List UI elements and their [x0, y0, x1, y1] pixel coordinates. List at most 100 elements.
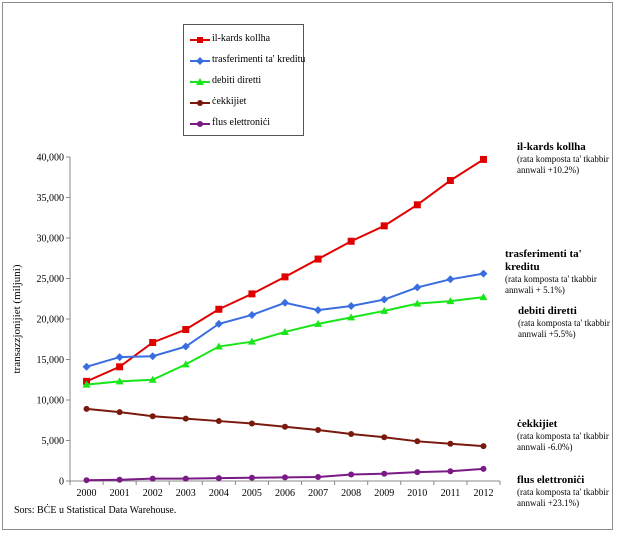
data-point [347, 302, 356, 311]
x-tick-label: 2002 [143, 488, 163, 499]
annotation-title: ċekkijiet [517, 418, 558, 430]
data-point [480, 465, 487, 472]
y-tick-label: 35,000 [37, 193, 65, 204]
annotation-title: il-kards kollha [517, 141, 586, 153]
y-tick-label: 10,000 [37, 396, 65, 407]
data-point [116, 363, 124, 371]
data-point [281, 273, 289, 281]
data-point [282, 474, 288, 481]
data-point [348, 431, 355, 438]
data-point [380, 222, 388, 230]
x-tick-label: 2003 [176, 488, 196, 499]
data-point [347, 313, 356, 321]
legend-item-cheques: ċekkijiet [190, 96, 304, 110]
data-point [479, 293, 488, 301]
data-point [380, 306, 389, 314]
x-tick-label: 2012 [473, 488, 493, 499]
legend-label: debiti diretti [212, 75, 262, 86]
data-point [281, 327, 289, 335]
data-point [116, 476, 123, 483]
data-point [82, 362, 91, 371]
y-tick-label: 40,000 [37, 153, 65, 164]
x-tick-label: 2011 [441, 488, 461, 499]
data-point [479, 155, 487, 163]
x-tick-label: 2000 [77, 488, 97, 499]
data-point [315, 426, 322, 433]
y-tick-label: 30,000 [37, 234, 65, 245]
y-tick-label: 0 [59, 477, 64, 488]
data-point [82, 380, 91, 388]
data-point [149, 338, 157, 346]
x-tick-label: 2008 [341, 488, 361, 499]
data-point [115, 353, 124, 362]
chart-frame [2, 2, 613, 530]
data-point [446, 176, 454, 184]
data-point [446, 275, 455, 284]
data-point [148, 375, 157, 383]
data-point [314, 255, 322, 263]
legend-label: il-kards kollha [212, 33, 271, 44]
data-point [380, 295, 389, 304]
data-point [381, 470, 388, 477]
data-point [248, 420, 255, 427]
data-point [381, 434, 388, 441]
y-tick-label: 25,000 [37, 274, 65, 285]
data-point [479, 269, 488, 278]
data-point [413, 201, 421, 209]
annotation-title: flus elettroniċi [517, 474, 585, 486]
data-point [348, 471, 355, 478]
source-note: Sors: BĊE u Statistical Data Warehouse. [14, 505, 177, 516]
annotation-desc: (rata komposta ta' tkabbir annwali +23.1… [517, 487, 609, 508]
data-point [148, 352, 157, 361]
legend-item-credit-transfers: trasferimenti ta' kreditu [190, 54, 306, 68]
annotation-title: trasferimenti ta' kreditu [505, 248, 582, 273]
data-point [480, 443, 487, 450]
data-point [282, 423, 288, 430]
x-tick-label: 2009 [374, 488, 394, 499]
data-point [347, 237, 355, 245]
x-tick-label: 2005 [242, 488, 262, 499]
y-tick-label: 5,000 [42, 436, 65, 447]
x-tick-label: 2001 [110, 488, 130, 499]
series-line-0 [86, 158, 484, 383]
data-point [83, 405, 90, 412]
data-point [182, 475, 189, 482]
legend-item-e-money: flus elettroniċi [190, 117, 304, 131]
y-tick-label: 15,000 [37, 355, 65, 366]
data-point [413, 283, 422, 292]
x-tick-label: 2004 [209, 488, 229, 499]
data-point [247, 337, 256, 345]
series-line-2 [86, 296, 484, 386]
data-point [281, 298, 289, 307]
annotation-desc: (rata komposta ta' tkabbir annwali + 5.1… [505, 274, 597, 295]
legend-item-cards: il-kards kollha [190, 33, 304, 47]
data-point [214, 342, 223, 350]
data-point [149, 413, 156, 420]
data-point [414, 438, 421, 445]
legend-label: trasferimenti ta' kreditu [212, 54, 306, 65]
annotation-cheques: ċekkijiet (rata komposta ta' tkabbir ann… [517, 418, 609, 453]
data-point [149, 475, 156, 482]
annotation-desc: (rata komposta ta' tkabbir annwali +10.2… [517, 154, 609, 175]
y-axis-label: transazzjonijiet (miljuni) [11, 264, 23, 373]
data-point [116, 409, 123, 416]
data-point [215, 305, 223, 313]
data-point [446, 297, 455, 305]
data-point [248, 474, 255, 481]
data-point [414, 469, 421, 476]
data-point [181, 342, 190, 351]
legend-label: flus elettroniċi [212, 117, 271, 128]
data-point [182, 415, 189, 422]
y-tick-label: 20,000 [37, 315, 65, 326]
data-point [248, 290, 256, 298]
annotation-e-money: flus elettroniċi (rata komposta ta' tkab… [517, 474, 609, 509]
annotation-desc: (rata komposta ta' tkabbir annwali +5.5%… [518, 318, 610, 339]
legend-label: ċekkijiet [212, 96, 247, 107]
data-point [182, 326, 190, 334]
data-point [314, 306, 323, 315]
data-point [215, 475, 222, 482]
x-tick-label: 2010 [407, 488, 427, 499]
data-point [315, 473, 322, 480]
data-point [247, 310, 256, 319]
